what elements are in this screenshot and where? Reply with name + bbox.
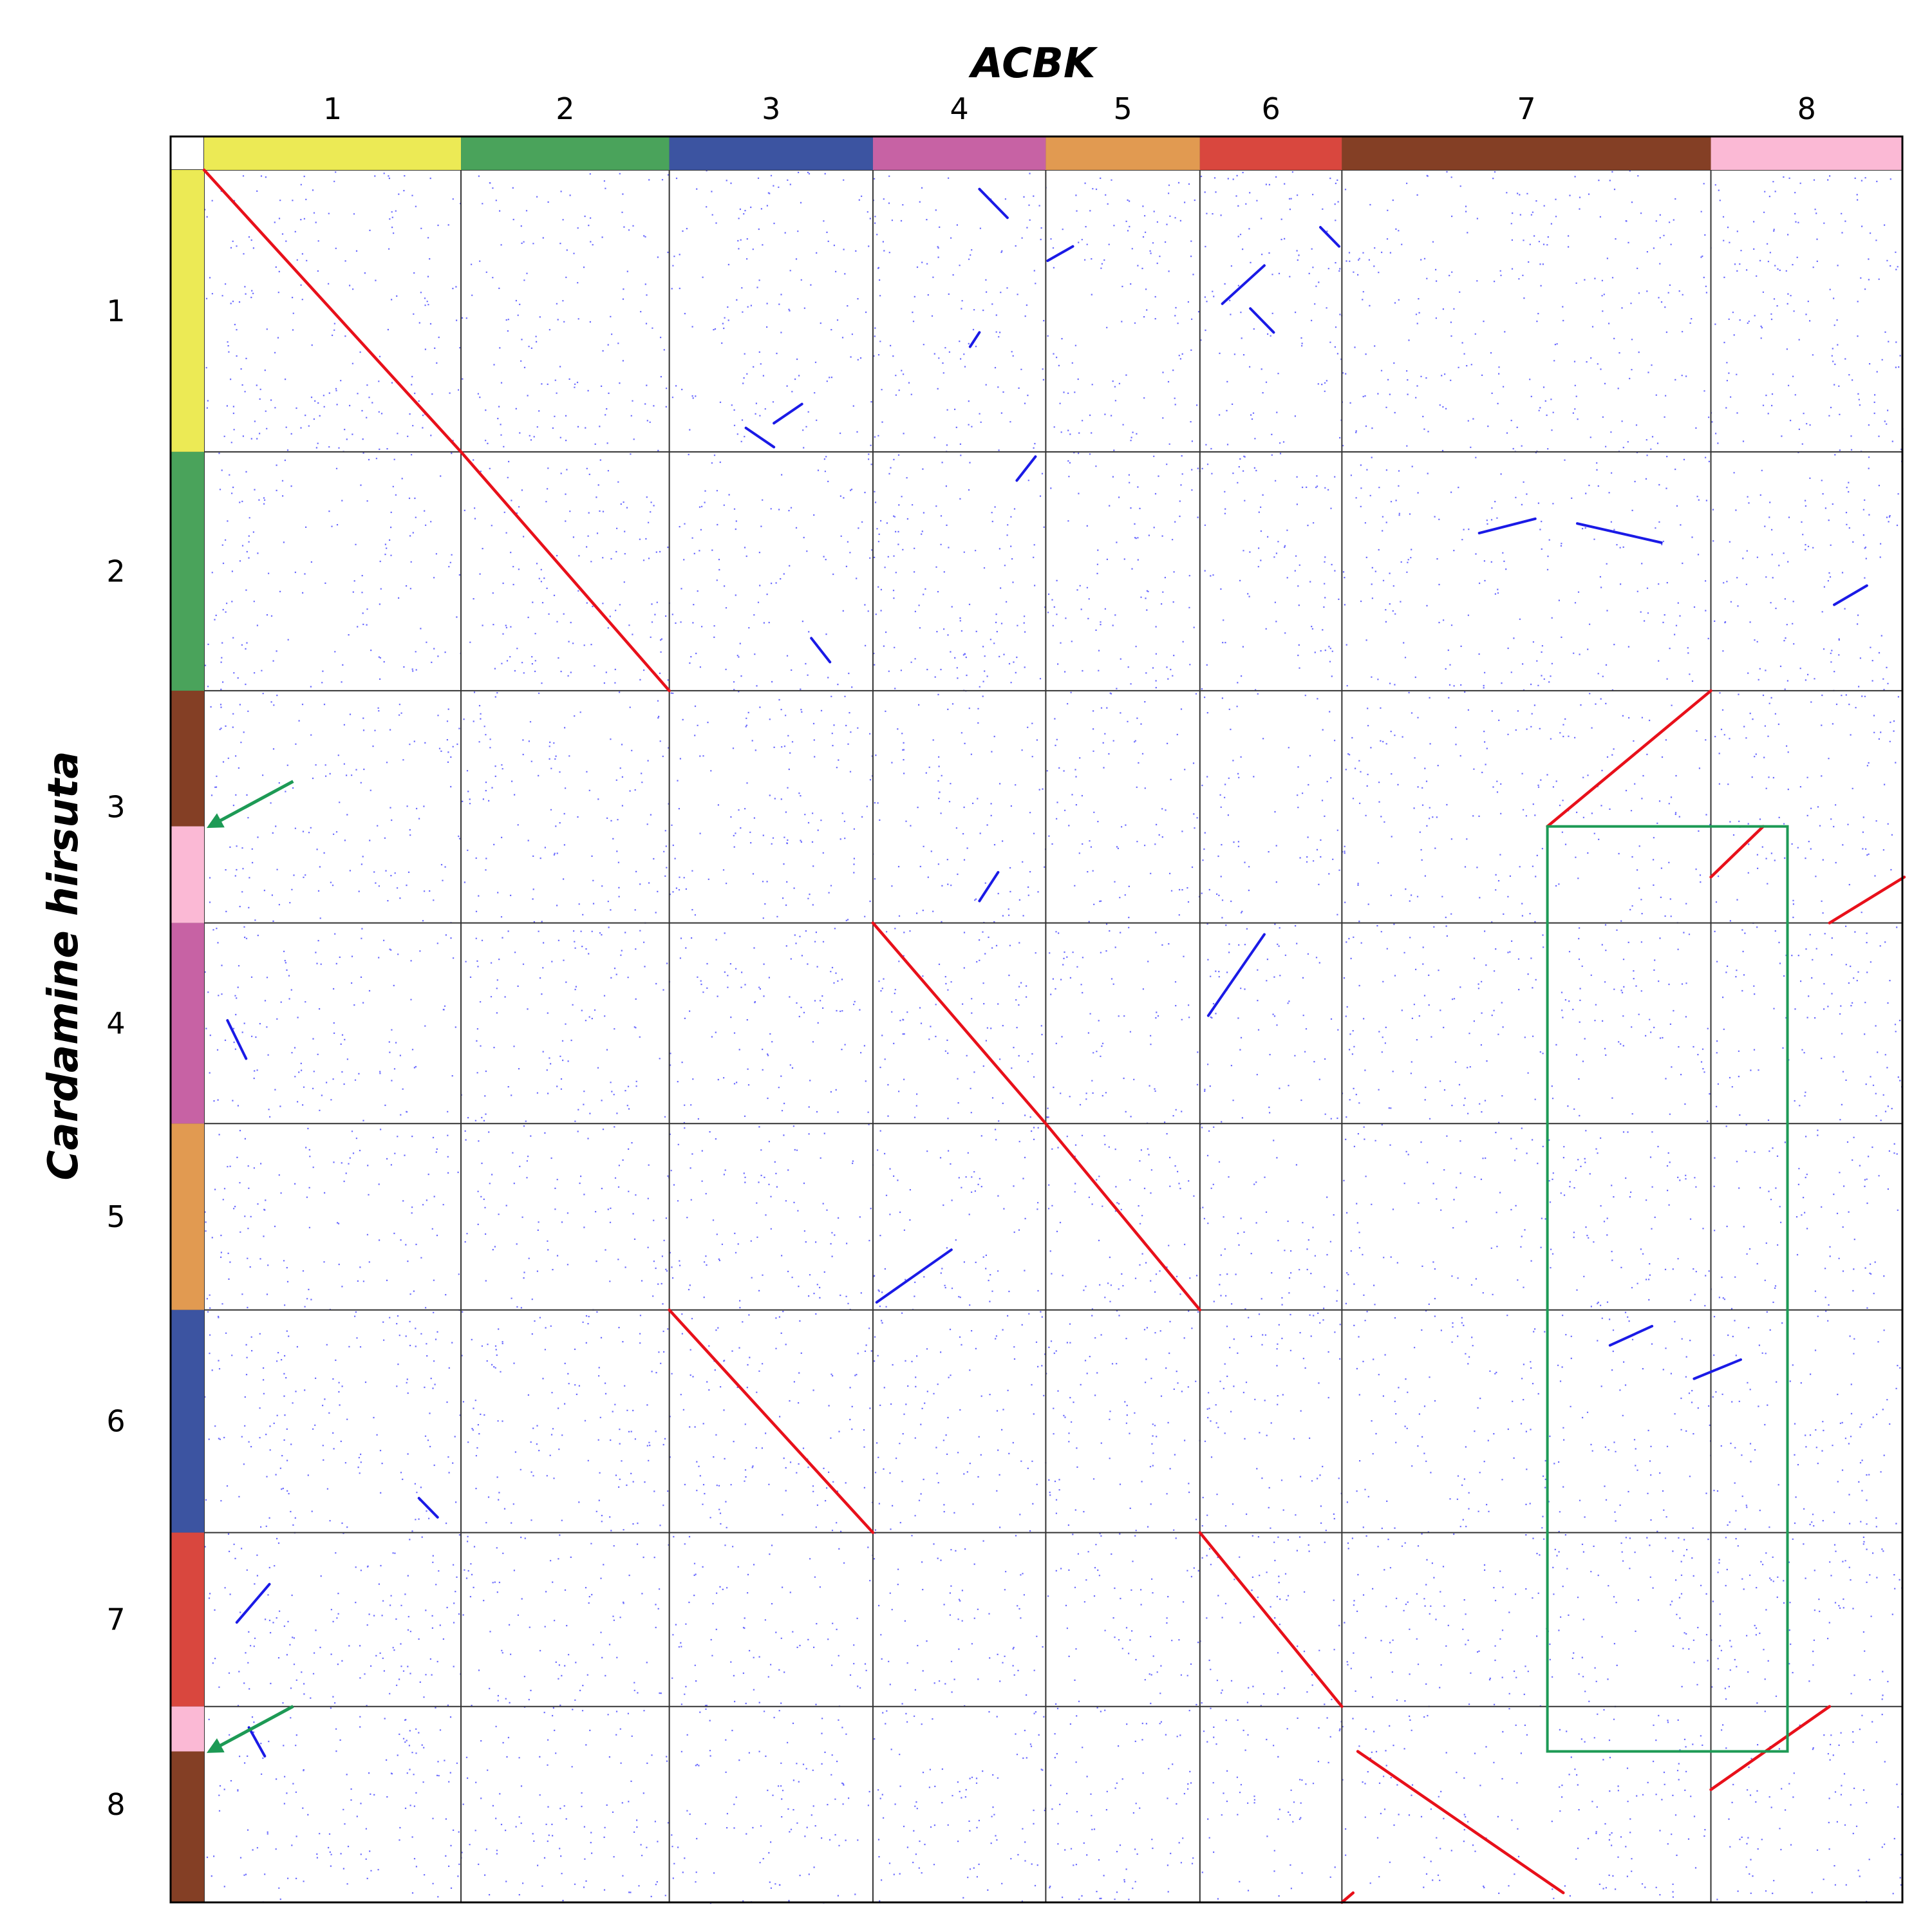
secondary-segment-13: [1015, 455, 1037, 482]
y-tick-7: 7: [106, 1602, 125, 1637]
y-tick-6: 6: [106, 1404, 125, 1439]
primary-segment-3: [871, 921, 1047, 1125]
secondary-segment-1: [978, 187, 1009, 220]
x-tick-1: 1: [323, 91, 342, 126]
y-color-block-10: [171, 1751, 204, 1902]
secondary-segment-20: [417, 1497, 439, 1519]
secondary-synteny-segments: [226, 187, 1868, 1758]
secondary-segment-3: [1221, 264, 1266, 305]
x-tick-3: 3: [762, 91, 780, 126]
y-tick-1: 1: [106, 294, 125, 328]
secondary-segment-17: [226, 1019, 248, 1060]
primary-segment-8: [1709, 825, 1765, 879]
x-chrom-bar-8: [1711, 136, 1902, 170]
y-tick-3: 3: [106, 789, 125, 824]
x-tick-8: 8: [1797, 91, 1816, 126]
primary-segment-1: [202, 168, 463, 454]
y-axis-title: Cardamine hirsuta: [40, 751, 88, 1180]
primary-segment-11: [1356, 1750, 1565, 1895]
x-chrom-bar-3: [669, 136, 873, 170]
secondary-segment-21: [235, 1582, 271, 1624]
primary-segment-2: [459, 450, 671, 693]
secondary-segment-15: [1206, 933, 1266, 1017]
primary-segment-12: [1340, 1891, 1355, 1904]
x-chrom-bar-1: [204, 136, 462, 170]
y-tick-5: 5: [106, 1199, 125, 1234]
primary-segment-7: [1546, 689, 1712, 828]
secondary-segment-9: [1477, 517, 1537, 535]
x-chrom-bar-4: [872, 136, 1046, 170]
secondary-segment-5: [1318, 226, 1341, 248]
y-color-block-6: [171, 1123, 204, 1310]
green-highlight-rectangle: [1546, 825, 1789, 1753]
secondary-segment-18: [1608, 1324, 1654, 1347]
y-color-block-5: [171, 923, 204, 1124]
secondary-segment-12: [810, 637, 832, 664]
x-tick-7: 7: [1517, 91, 1535, 126]
secondary-segment-19: [1693, 1358, 1742, 1380]
annotation-arrow-2: [206, 1705, 294, 1753]
x-tick-6: 6: [1261, 91, 1280, 126]
secondary-segment-2: [1046, 245, 1074, 263]
y-color-block-2: [171, 451, 204, 691]
chromosome-grid: [171, 136, 1902, 1902]
y-color-block-8: [171, 1532, 204, 1707]
primary-segment-10: [1709, 1705, 1832, 1792]
x-chrom-bar-7: [1342, 136, 1711, 170]
x-chrom-bar-2: [461, 136, 670, 170]
y-color-block-3: [171, 690, 204, 827]
annotation-arrow-1: [206, 780, 294, 829]
y-color-block-1: [171, 170, 204, 452]
secondary-segment-22: [247, 1726, 267, 1758]
secondary-segment-14: [978, 870, 1000, 903]
y-tick-8: 8: [106, 1787, 125, 1822]
x-tick-4: 4: [950, 91, 969, 126]
secondary-segment-7: [773, 402, 803, 425]
secondary-segment-4: [1249, 307, 1275, 334]
y-color-block-4: [171, 826, 204, 923]
y-tick-labels: 1 2 3 4 5 6 7 8: [106, 294, 125, 1822]
primary-segment-5: [668, 1308, 875, 1534]
annotation-arrows: [206, 780, 294, 1753]
secondary-segment-11: [1833, 584, 1868, 606]
primary-segment-9: [1828, 876, 1906, 924]
y-color-block-9: [171, 1706, 204, 1752]
primary-segment-6: [1198, 1531, 1344, 1708]
x-axis-title: ACBK: [968, 40, 1098, 88]
secondary-segment-10: [1576, 522, 1663, 544]
secondary-segment-6: [744, 426, 776, 449]
primary-synteny-segments: [202, 168, 1906, 1904]
x-chromosome-color-bar: [204, 136, 1902, 170]
x-chrom-bar-5: [1046, 136, 1200, 170]
plot-frame: [169, 135, 1904, 1904]
y-color-block-7: [171, 1309, 204, 1533]
x-tick-labels: 1 2 3 4 5 6 7 8: [323, 91, 1816, 126]
x-chrom-bar-6: [1199, 136, 1342, 170]
y-tick-4: 4: [106, 1006, 125, 1040]
y-tick-2: 2: [106, 554, 125, 588]
highlight-box: [1546, 825, 1789, 1753]
y-chromosome-color-bar: [171, 170, 204, 1902]
x-tick-2: 2: [556, 91, 574, 126]
secondary-segment-8: [968, 331, 981, 348]
x-tick-5: 5: [1113, 91, 1132, 126]
primary-segment-4: [1044, 1122, 1202, 1311]
secondary-segment-16: [875, 1248, 953, 1304]
